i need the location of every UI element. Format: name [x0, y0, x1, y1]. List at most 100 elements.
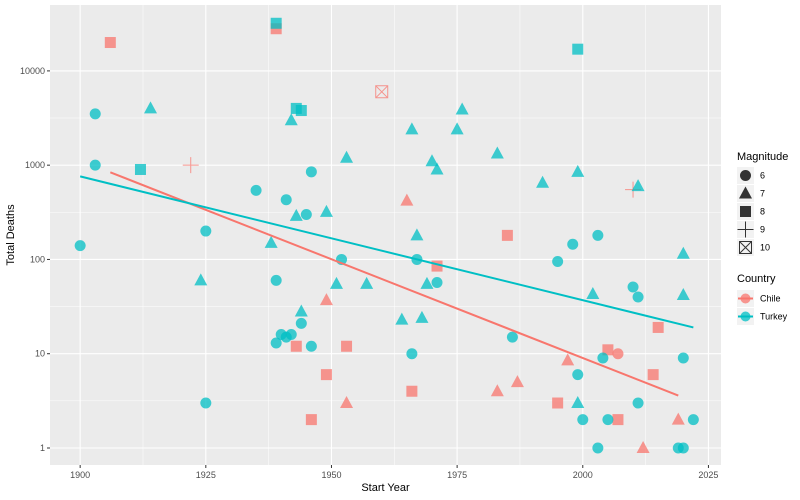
data-point-chile: [647, 369, 659, 381]
data-point-turkey: [597, 352, 609, 364]
data-point-turkey: [676, 287, 690, 300]
data-point-turkey: [295, 317, 307, 329]
legend-magnitude-label: 8: [760, 207, 765, 217]
legend-country-title: Country: [737, 273, 776, 285]
data-point-turkey: [289, 208, 303, 221]
data-point-turkey: [340, 150, 354, 163]
data-point-chile: [290, 340, 302, 352]
data-point-turkey: [571, 396, 585, 409]
legend-dot-icon: [740, 293, 751, 304]
data-point-turkey: [295, 105, 307, 117]
plot-panel: [50, 5, 721, 465]
legend-shape-square-icon: [740, 206, 751, 217]
legend-country-label: Chile: [760, 294, 781, 304]
data-point-turkey: [592, 229, 604, 241]
data-point-chile: [636, 440, 650, 453]
data-point-turkey: [405, 122, 419, 135]
grid-lines: [50, 5, 721, 465]
data-point-turkey: [632, 291, 644, 303]
data-point-turkey: [74, 240, 86, 252]
trend-line-chile: [109, 171, 679, 397]
data-point-chile: [305, 414, 317, 426]
y-tick-label: 10000: [20, 66, 45, 76]
data-point-turkey: [577, 414, 589, 426]
data-point-chile: [375, 85, 389, 99]
data-point-chile: [490, 384, 504, 397]
data-point-chile: [602, 344, 614, 356]
data-point-turkey: [294, 304, 308, 317]
y-tick-label: 10: [35, 349, 45, 359]
data-point-turkey: [536, 175, 550, 188]
data-point-turkey: [270, 337, 282, 349]
data-point-turkey: [687, 414, 699, 426]
data-point-turkey: [572, 369, 584, 381]
legend-shape-triangle-icon: [739, 186, 752, 199]
data-point-turkey: [490, 146, 504, 159]
y-tick-label: 100: [30, 254, 45, 264]
data-point-turkey: [406, 348, 418, 360]
data-point-turkey: [632, 397, 644, 409]
data-point-turkey: [134, 163, 146, 175]
data-point-chile: [320, 369, 332, 381]
data-point-turkey: [420, 276, 434, 289]
data-point-turkey: [360, 276, 374, 289]
legend-magnitude-label: 10: [760, 243, 770, 253]
data-point-turkey: [319, 204, 333, 217]
data-point-turkey: [627, 281, 639, 293]
x-tick-label: 2000: [573, 470, 593, 480]
data-point-turkey: [250, 184, 262, 196]
legend-country-label: Turkey: [760, 312, 788, 322]
x-tick-label: 2025: [698, 470, 718, 480]
legend-magnitude-title: Magnitude: [737, 151, 788, 163]
data-point-chile: [400, 193, 414, 206]
data-point-chile: [406, 385, 418, 397]
legend-shape-circle-icon: [740, 170, 751, 181]
data-point-turkey: [270, 274, 282, 286]
data-point-turkey: [89, 108, 101, 120]
data-point-chile: [431, 260, 443, 272]
data-point-turkey: [415, 310, 429, 323]
data-point-turkey: [425, 154, 439, 167]
data-points: [74, 17, 699, 454]
data-point-turkey: [592, 442, 604, 454]
data-point-chile: [652, 321, 664, 333]
data-point-chile: [561, 353, 575, 366]
data-point-turkey: [200, 397, 212, 409]
trend-lines: [79, 171, 694, 397]
data-point-chile: [612, 348, 624, 360]
data-point-turkey: [430, 162, 444, 175]
data-point-turkey: [602, 414, 614, 426]
trend-line-turkey: [79, 175, 694, 329]
legend-dot-icon: [740, 311, 751, 322]
data-point-turkey: [552, 256, 564, 268]
data-point-turkey: [264, 235, 278, 248]
data-point-turkey: [270, 17, 282, 29]
data-point-turkey: [677, 352, 689, 364]
data-point-turkey: [200, 225, 212, 237]
data-point-chile: [319, 293, 333, 306]
data-point-turkey: [572, 43, 584, 55]
data-point-turkey: [431, 276, 443, 288]
data-point-turkey: [194, 273, 208, 286]
data-point-chile: [340, 396, 354, 409]
data-point-chile: [182, 157, 199, 174]
x-axis-title: Start Year: [361, 482, 410, 494]
data-point-turkey: [567, 238, 579, 250]
data-point-turkey: [571, 164, 585, 177]
data-point-turkey: [144, 101, 158, 114]
data-point-turkey: [305, 166, 317, 178]
data-point-turkey: [455, 102, 469, 115]
legend-shape-boxcross-icon: [739, 241, 752, 254]
y-tick-label: 1: [40, 443, 45, 453]
legend-magnitude-label: 6: [760, 171, 765, 181]
data-point-turkey: [450, 122, 464, 135]
data-point-chile: [510, 375, 524, 388]
legend-shape-plus-icon: [737, 221, 754, 238]
x-tick-label: 1975: [447, 470, 467, 480]
data-point-turkey: [410, 228, 424, 241]
data-point-chile: [612, 414, 624, 426]
legend-country: Country Chile Turkey: [737, 273, 788, 325]
x-tick-label: 1900: [70, 470, 90, 480]
data-point-turkey: [89, 159, 101, 171]
data-point-turkey: [676, 246, 690, 259]
